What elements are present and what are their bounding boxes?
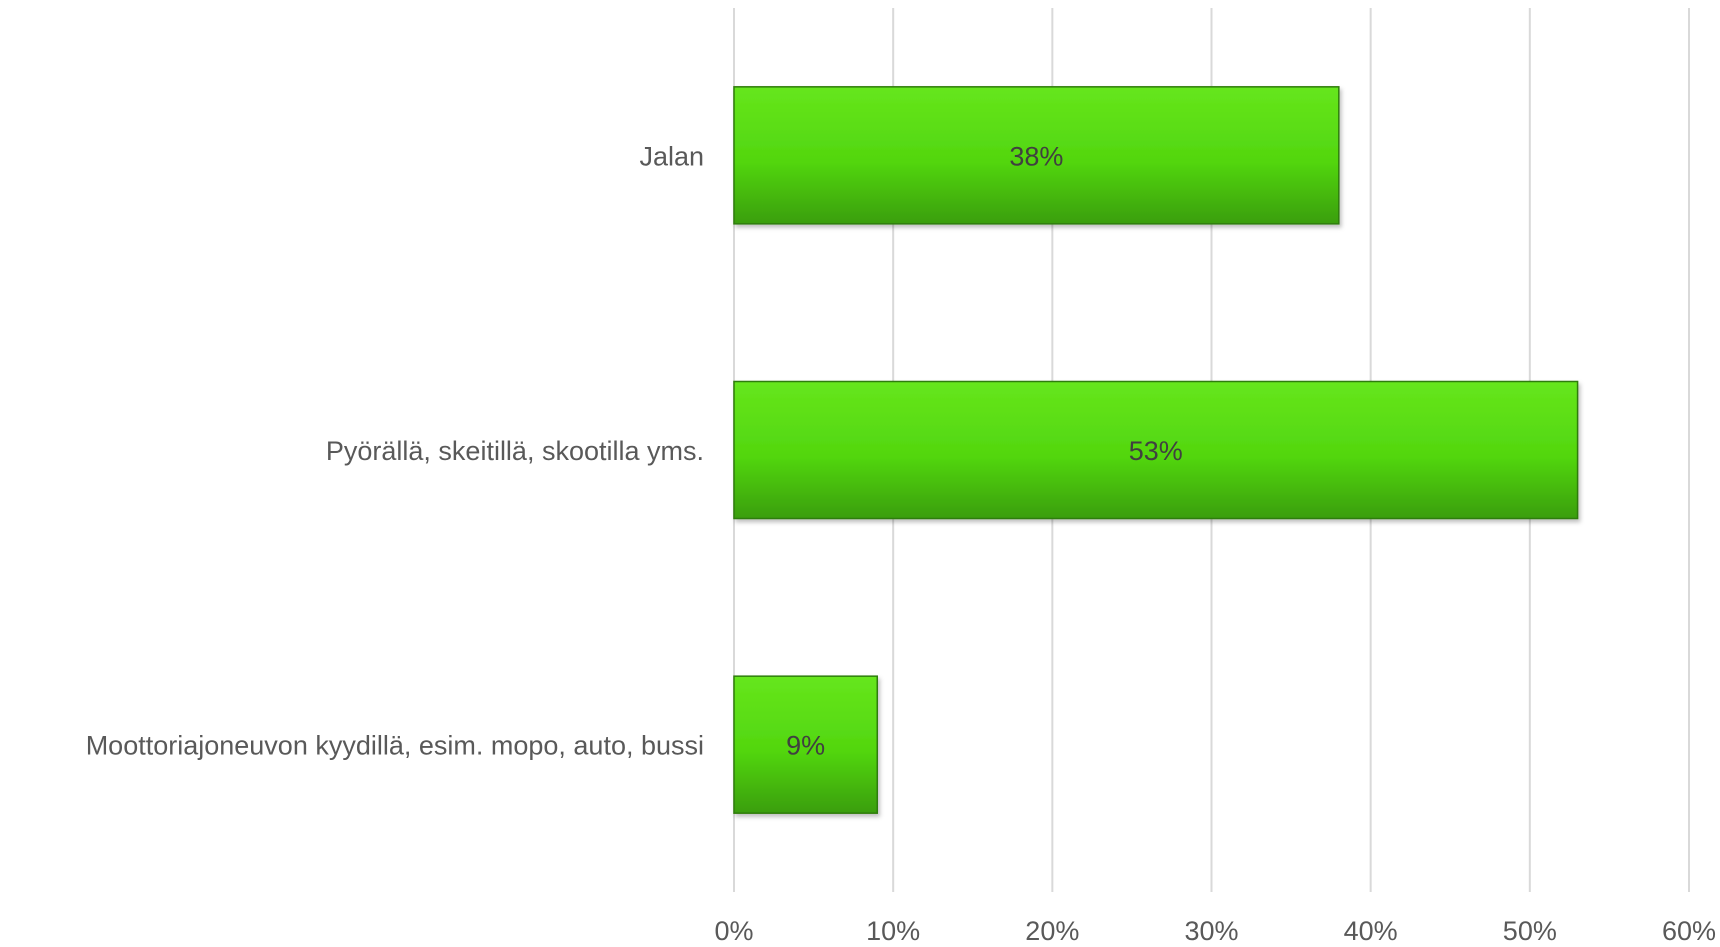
bar <box>733 675 878 814</box>
bar <box>733 86 1340 225</box>
bar-value-label: 38% <box>1009 141 1063 171</box>
bar-value-label: 9% <box>786 731 825 761</box>
x-tick-label: 30% <box>1184 916 1238 946</box>
category-label: Jalan <box>639 141 704 171</box>
x-tick-label: 10% <box>866 916 920 946</box>
x-tick-label: 20% <box>1025 916 1079 946</box>
x-tick-label: 0% <box>714 916 753 946</box>
category-label: Moottoriajoneuvon kyydillä, esim. mopo, … <box>86 731 704 761</box>
x-tick-label: 50% <box>1503 916 1557 946</box>
bar-value-label: 53% <box>1129 436 1183 466</box>
x-tick-label: 40% <box>1344 916 1398 946</box>
x-tick-label: 60% <box>1662 916 1716 946</box>
category-label: Pyörällä, skeitillä, skootilla yms. <box>326 436 704 466</box>
bar <box>733 380 1579 520</box>
labels: 0% 10% 20% 30% 40% 50% 60% 38% Jalan 53% Pyörällä,… <box>86 141 1716 946</box>
bars <box>733 86 1579 814</box>
